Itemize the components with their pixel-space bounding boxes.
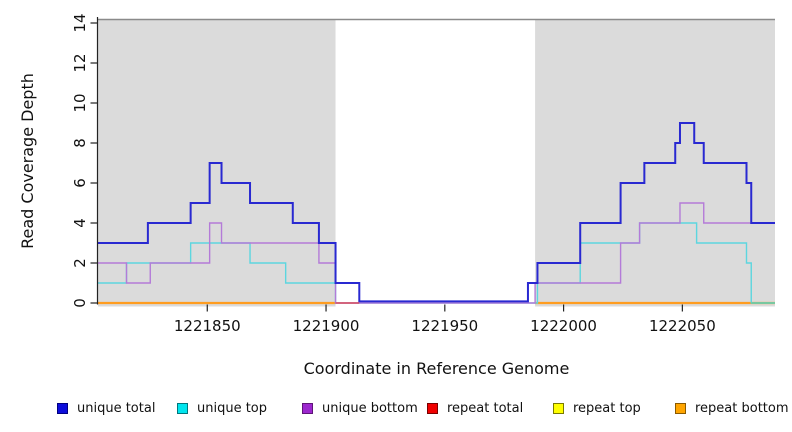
x-tick-label: 1222000 bbox=[530, 317, 597, 335]
y-tick-label: 2 bbox=[71, 258, 89, 268]
y-tick-label: 0 bbox=[71, 298, 89, 308]
y-tick-label: 14 bbox=[71, 13, 89, 32]
series-line-unique-top bbox=[98, 222, 775, 304]
y-tick-label: 12 bbox=[71, 53, 89, 72]
y-tick-label: 4 bbox=[71, 218, 89, 228]
x-tick-label: 1221900 bbox=[293, 317, 360, 335]
x-axis-title: Coordinate in Reference Genome bbox=[303, 359, 570, 378]
series-line-unique-total bbox=[98, 122, 775, 303]
x-tick-label: 1221950 bbox=[411, 317, 478, 335]
y-tick-label: 8 bbox=[71, 138, 89, 148]
y-axis-title: Read Coverage Depth bbox=[18, 73, 37, 249]
x-tick-label: 1222050 bbox=[649, 317, 716, 335]
y-tick-label: 6 bbox=[71, 178, 89, 188]
y-tick-label: 10 bbox=[71, 93, 89, 112]
x-tick-label: 1221850 bbox=[174, 317, 241, 335]
